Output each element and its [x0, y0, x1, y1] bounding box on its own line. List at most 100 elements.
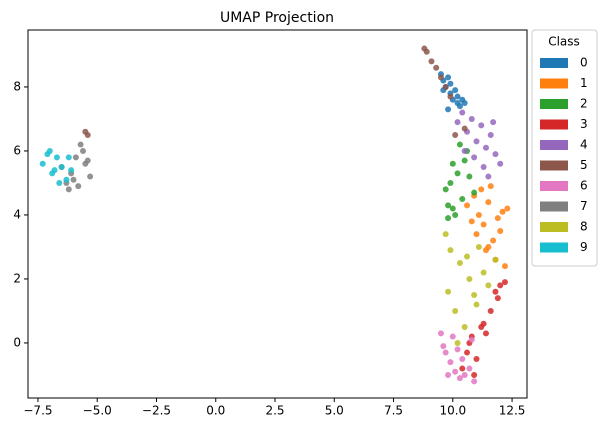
point	[473, 301, 480, 308]
x-tick-label: 10.0	[439, 404, 466, 418]
point	[464, 202, 471, 209]
point	[437, 74, 444, 81]
point	[492, 288, 499, 295]
point	[504, 205, 511, 212]
point	[447, 359, 454, 366]
point	[480, 320, 487, 327]
x-tick-label: −5.0	[83, 404, 112, 418]
x-tick-label: −7.5	[23, 404, 52, 418]
point	[456, 259, 463, 266]
point	[456, 103, 463, 110]
point	[468, 336, 475, 343]
point	[452, 87, 459, 94]
point	[478, 122, 485, 129]
point	[471, 154, 478, 161]
point	[447, 247, 454, 254]
point	[452, 307, 459, 314]
point	[468, 115, 475, 122]
point	[449, 160, 456, 167]
point	[468, 218, 475, 225]
point	[445, 106, 452, 113]
point	[447, 80, 454, 87]
point	[464, 253, 471, 260]
point	[53, 154, 60, 161]
point	[84, 131, 91, 138]
point	[461, 147, 468, 154]
point	[442, 186, 449, 193]
point	[501, 263, 508, 270]
point	[461, 125, 468, 132]
point	[461, 157, 468, 164]
point	[428, 58, 435, 65]
legend-swatch	[540, 119, 568, 130]
legend-title: Class	[548, 35, 580, 49]
point	[70, 176, 77, 183]
point	[459, 195, 466, 202]
point	[501, 279, 508, 286]
legend-label: 7	[580, 199, 588, 213]
point	[447, 179, 454, 186]
legend-label: 0	[580, 56, 588, 70]
point	[485, 199, 492, 206]
point	[487, 131, 494, 138]
legend-swatch	[540, 58, 568, 68]
point	[79, 147, 86, 154]
point	[461, 99, 468, 106]
legend-label: 2	[580, 97, 588, 111]
point	[454, 346, 461, 353]
point	[442, 349, 449, 356]
point	[471, 378, 478, 385]
point	[471, 189, 478, 196]
point	[473, 138, 480, 145]
point	[471, 371, 478, 378]
point	[65, 154, 72, 161]
point	[72, 154, 79, 161]
point	[445, 74, 452, 81]
y-tick-label: 4	[13, 207, 21, 221]
point	[485, 173, 492, 180]
legend-swatch	[540, 242, 568, 253]
point	[471, 291, 478, 298]
point	[494, 295, 501, 302]
point	[84, 157, 91, 164]
point	[46, 147, 53, 154]
point	[478, 186, 485, 193]
point	[442, 83, 449, 90]
point	[445, 215, 452, 222]
y-tick-label: 2	[13, 271, 21, 285]
legend-swatch	[540, 201, 568, 212]
x-tick-label: 5.0	[325, 404, 344, 418]
point	[65, 186, 72, 193]
point	[497, 282, 504, 289]
point	[63, 176, 70, 183]
point	[454, 93, 461, 100]
point	[39, 160, 46, 167]
point	[454, 170, 461, 177]
point	[445, 288, 452, 295]
x-tick-label: 0.0	[206, 404, 225, 418]
legend-label: 4	[580, 138, 588, 152]
point	[473, 231, 480, 238]
point	[449, 333, 456, 340]
point	[77, 141, 84, 148]
point	[490, 119, 497, 126]
point	[454, 119, 461, 126]
point	[456, 141, 463, 148]
point	[56, 179, 63, 186]
legend-label: 9	[580, 240, 588, 254]
point	[494, 215, 501, 222]
point	[475, 243, 482, 250]
point	[497, 227, 504, 234]
x-tick-label: 12.5	[499, 404, 526, 418]
point	[482, 330, 489, 337]
y-tick-label: 6	[13, 143, 21, 157]
point	[492, 151, 499, 158]
point	[461, 371, 468, 378]
point	[466, 275, 473, 282]
point	[499, 208, 506, 215]
point	[473, 355, 480, 362]
point	[445, 202, 452, 209]
point	[464, 349, 471, 356]
legend-label: 8	[580, 220, 588, 234]
